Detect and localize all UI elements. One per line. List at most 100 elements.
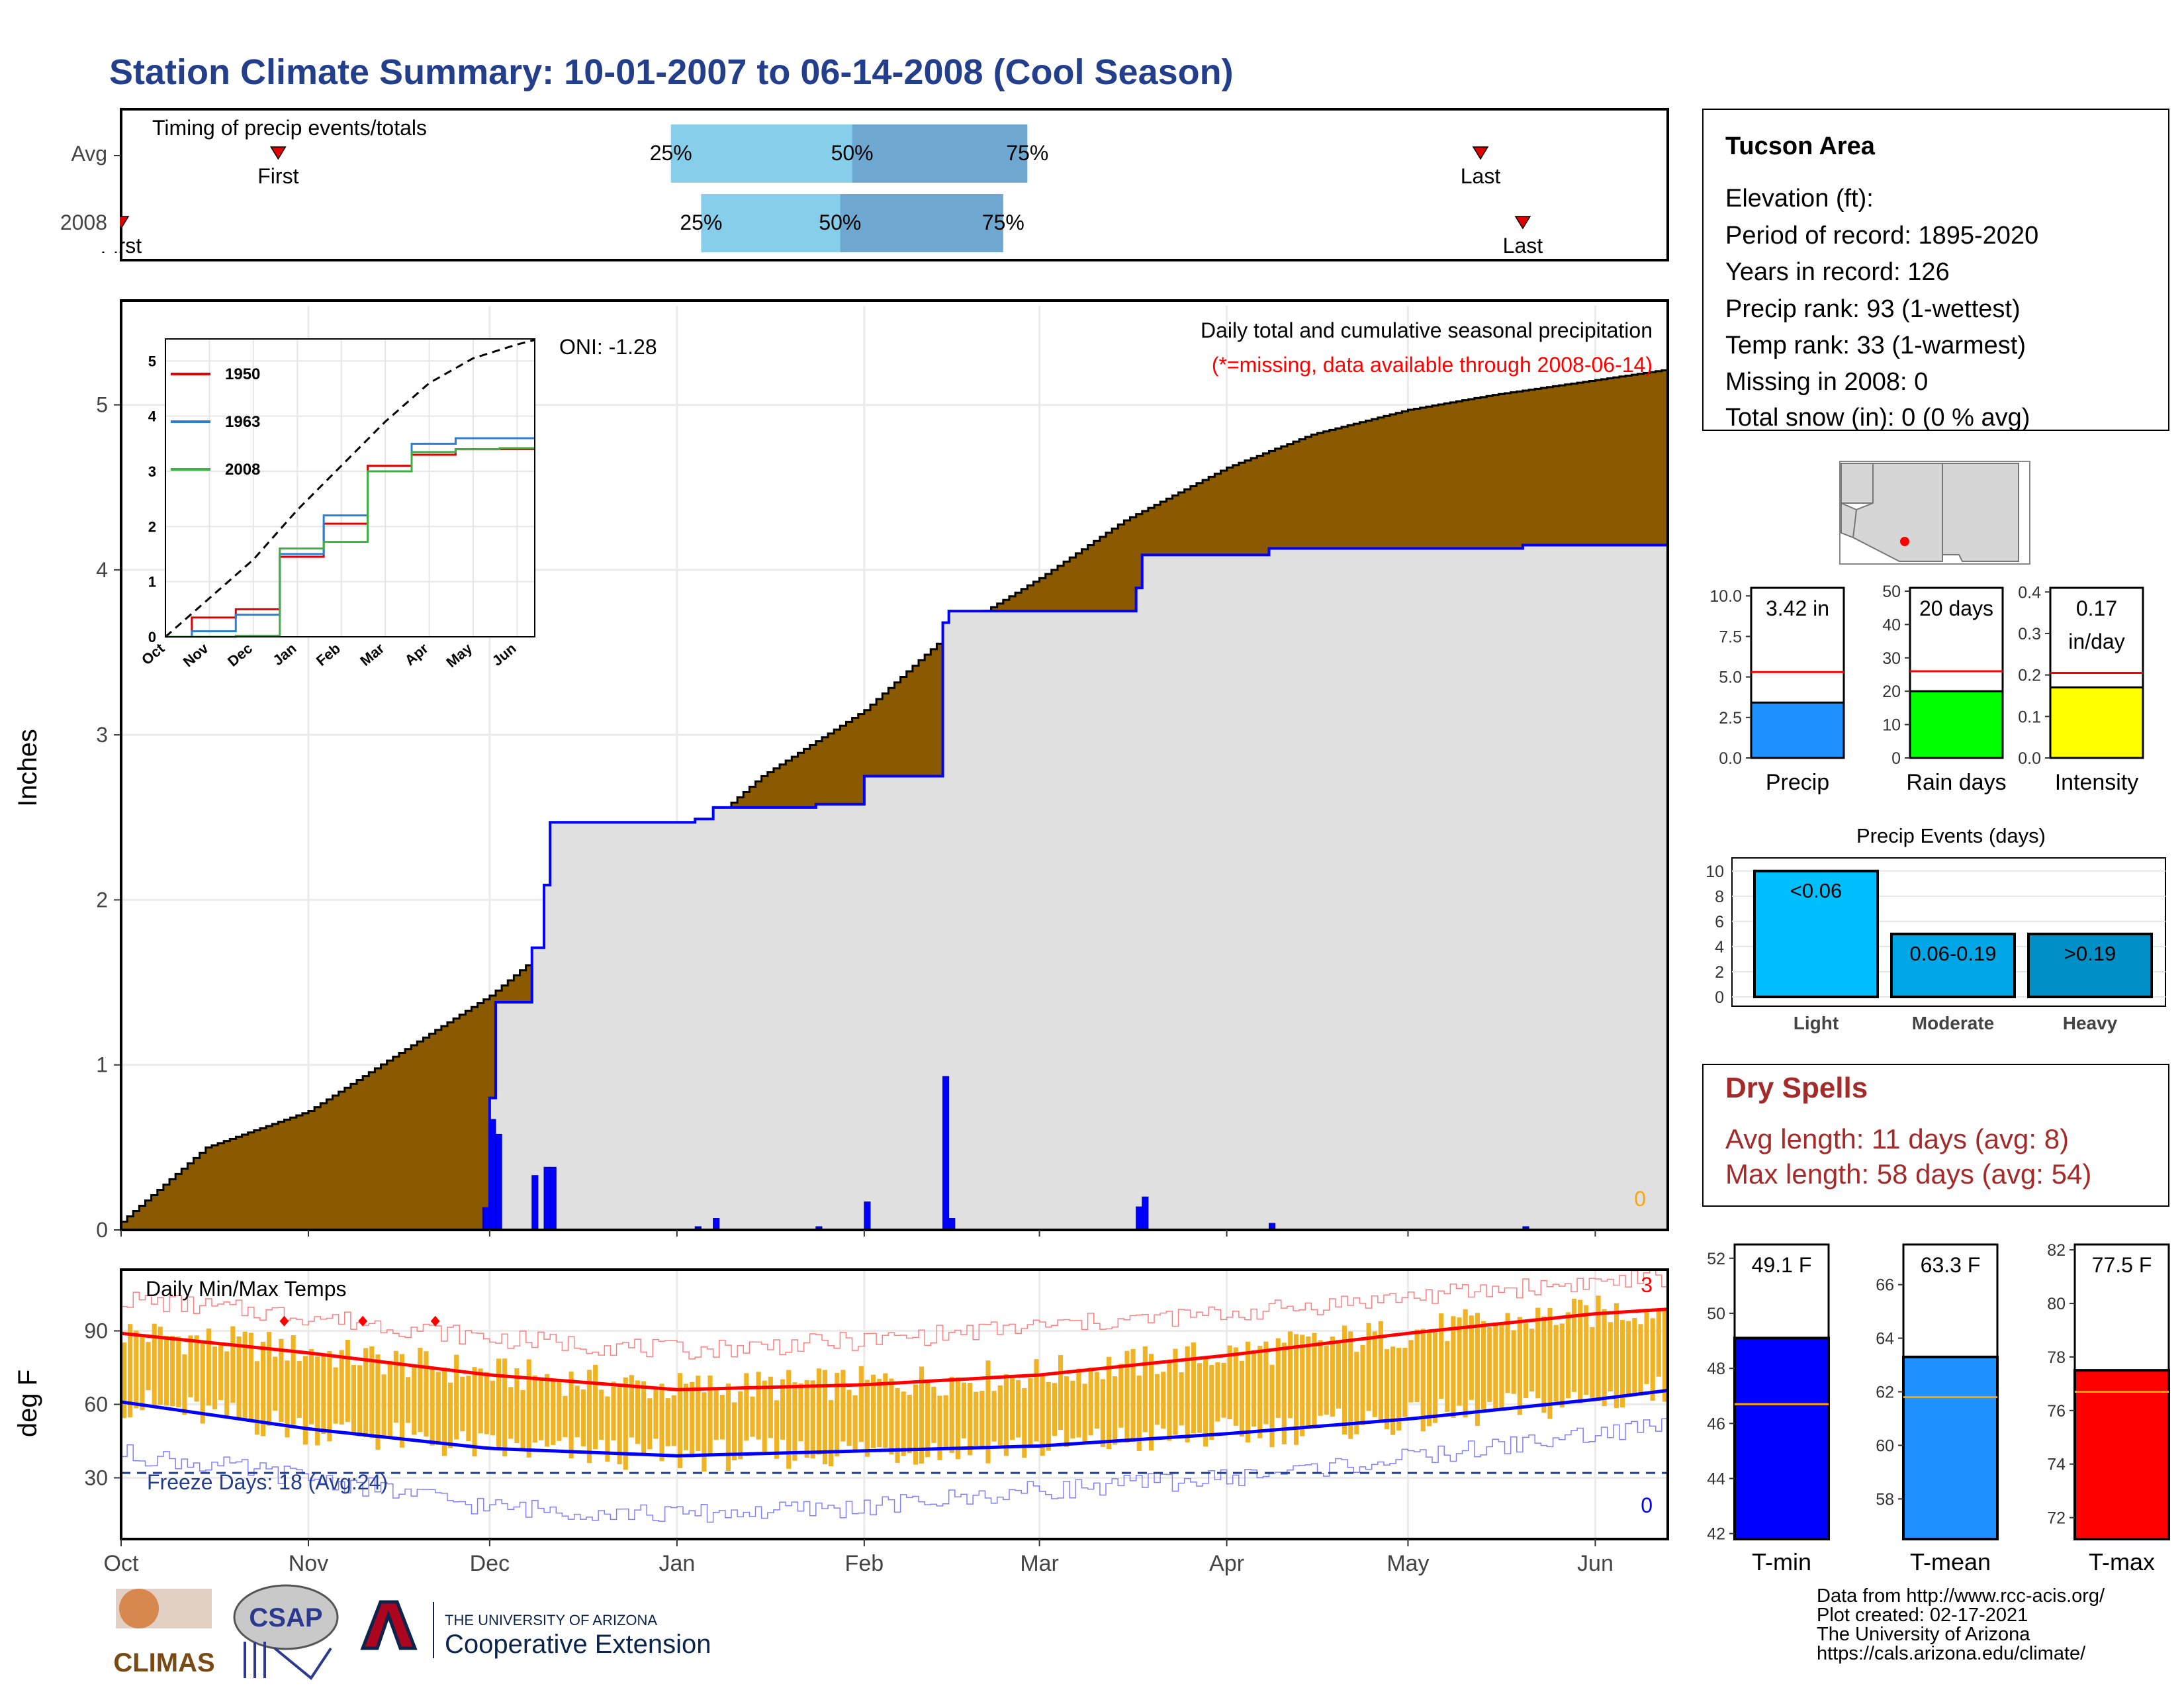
daily-temp-bar — [1354, 1352, 1359, 1434]
daily-temp-bar — [937, 1395, 942, 1460]
daily-temp-bar — [907, 1395, 912, 1454]
tempbar-ytick-label: 58 — [1876, 1490, 1894, 1509]
daily-temp-bar — [889, 1378, 894, 1455]
daily-temp-bar — [1559, 1323, 1565, 1408]
daily-temp-bar — [399, 1354, 405, 1448]
daily-temp-bar — [1082, 1383, 1087, 1442]
daily-temp-bar — [1596, 1295, 1601, 1401]
inset-ytick-label: 3 — [148, 463, 156, 480]
daily-temp-bar — [979, 1390, 985, 1450]
station-years: Years in record: 126 — [1725, 258, 1950, 286]
minibar-value-Precip — [1750, 701, 1845, 759]
daily-temp-bar — [883, 1373, 888, 1448]
temp-ytick-label: 60 — [84, 1393, 108, 1417]
avg-q50-q75-bar — [852, 124, 1028, 183]
ua-a-icon — [360, 1600, 418, 1650]
station-location-marker — [1900, 537, 1909, 546]
daily-temp-bar — [1263, 1341, 1269, 1425]
dry-title: Dry Spells — [1725, 1072, 1868, 1104]
daily-temp-bar — [677, 1373, 682, 1468]
avg-q75-label: 75% — [1006, 141, 1048, 165]
tempbar-ytick-label: 46 — [1707, 1415, 1725, 1433]
tempbar-label-T-mean: T-mean — [1910, 1548, 1991, 1575]
y2008-cumulative-fill — [121, 545, 1668, 1230]
daily-temp-bar — [1619, 1320, 1625, 1408]
daily-temp-bar — [732, 1402, 737, 1461]
daily-temp-bar — [1167, 1362, 1172, 1441]
events-ytick-label: 2 — [1715, 963, 1724, 982]
daily-temp-bar — [913, 1384, 919, 1465]
temp-summary-bars: 42 44 46 48 50 52 49.1 F T-min 58 60 62 64 66 63.3 F T… — [1707, 1241, 2170, 1575]
daily-temp-bar — [242, 1331, 248, 1419]
daily-temp-bar — [146, 1342, 151, 1391]
missing-count: 0 — [1634, 1187, 1646, 1211]
daily-temp-bar — [466, 1376, 471, 1442]
daily-temp-bar — [1058, 1354, 1064, 1430]
daily-precip-bar — [483, 1208, 490, 1231]
events-bar-Heavy — [2027, 932, 2153, 999]
daily-temp-bar — [1529, 1329, 1535, 1392]
daily-temp-bar — [447, 1382, 453, 1448]
precip-ytick-label: 4 — [96, 558, 108, 582]
tempbar-value-label: 63.3 F — [1921, 1253, 1981, 1277]
minibar-label-Precip: Precip — [1766, 770, 1829, 795]
daily-temp-bar — [702, 1392, 707, 1472]
month-label: Jun — [1577, 1551, 1614, 1576]
daily-temp-bar — [1221, 1362, 1226, 1418]
daily-temp-bar — [1378, 1321, 1383, 1420]
inset-ytick-label: 2 — [148, 518, 156, 535]
tempbar-value-T-max — [2073, 1369, 2170, 1541]
daily-temp-bar — [949, 1376, 954, 1453]
daily-temp-bar — [538, 1380, 544, 1440]
daily-temp-bar — [786, 1370, 792, 1469]
daily-temp-bar — [1003, 1374, 1009, 1456]
station-missing: Missing in 2008: 0 — [1725, 368, 1928, 396]
footer-university: The University of Arizona — [1817, 1624, 2030, 1645]
daily-precip-bar — [495, 1133, 502, 1231]
climas-logo: CLIMAS — [113, 1589, 215, 1677]
record-min-line — [121, 1418, 1668, 1523]
daily-precip-bar — [948, 1218, 956, 1231]
daily-temp-bar — [1016, 1380, 1021, 1438]
temp-label: Daily Min/Max Temps — [146, 1277, 346, 1301]
inset-series-1963 — [165, 437, 535, 638]
daily-temp-bar — [1463, 1309, 1468, 1418]
minibar-ytick-label: 0.4 — [2018, 583, 2041, 602]
daily-temp-bar — [1541, 1316, 1547, 1413]
daily-temp-bar — [508, 1387, 514, 1439]
daily-temp-bar — [1130, 1348, 1136, 1442]
daily-temp-bar — [296, 1360, 302, 1418]
tempbar-ytick-label: 76 — [2047, 1402, 2066, 1421]
daily-temp-bar — [1076, 1368, 1081, 1438]
daily-temp-bar — [1269, 1364, 1275, 1448]
daily-temp-bar — [236, 1336, 242, 1419]
daily-temp-bar — [454, 1354, 459, 1440]
daily-temp-bar — [430, 1366, 435, 1446]
precip-ylabel: Inches — [13, 729, 42, 807]
avg-last-marker — [1472, 146, 1489, 160]
daily-temp-bar — [254, 1361, 259, 1435]
daily-temp-bar — [665, 1398, 670, 1446]
minibar-value-Intensity — [2049, 686, 2144, 759]
daily-temp-bar — [738, 1391, 743, 1460]
daily-temp-bar — [1028, 1378, 1033, 1445]
daily-temp-bar — [1215, 1362, 1220, 1422]
daily-temp-bar — [991, 1391, 997, 1442]
daily-temp-bar — [478, 1368, 483, 1434]
daily-temp-bar — [406, 1377, 411, 1423]
daily-temp-bar — [822, 1370, 828, 1464]
tempbar-value-label: 49.1 F — [1752, 1253, 1812, 1277]
daily-temp-bar — [1390, 1346, 1396, 1435]
daily-temp-bar — [1022, 1387, 1027, 1458]
freeze-days: Freeze Days: 18 (Avg:24) — [147, 1470, 388, 1494]
station-info-box: Tucson Area Elevation (ft): Period of re… — [1702, 109, 2169, 432]
minibar-ytick-label: 0.3 — [2018, 625, 2041, 643]
daily-temp-bar — [1233, 1347, 1238, 1426]
daily-temp-bar — [1287, 1331, 1293, 1419]
daily-temp-bar — [1439, 1313, 1444, 1399]
daily-precip-bar — [864, 1201, 871, 1231]
daily-temp-bar — [1584, 1305, 1589, 1395]
daily-temp-bar — [1100, 1379, 1106, 1447]
above-count: 3 — [1641, 1273, 1653, 1297]
